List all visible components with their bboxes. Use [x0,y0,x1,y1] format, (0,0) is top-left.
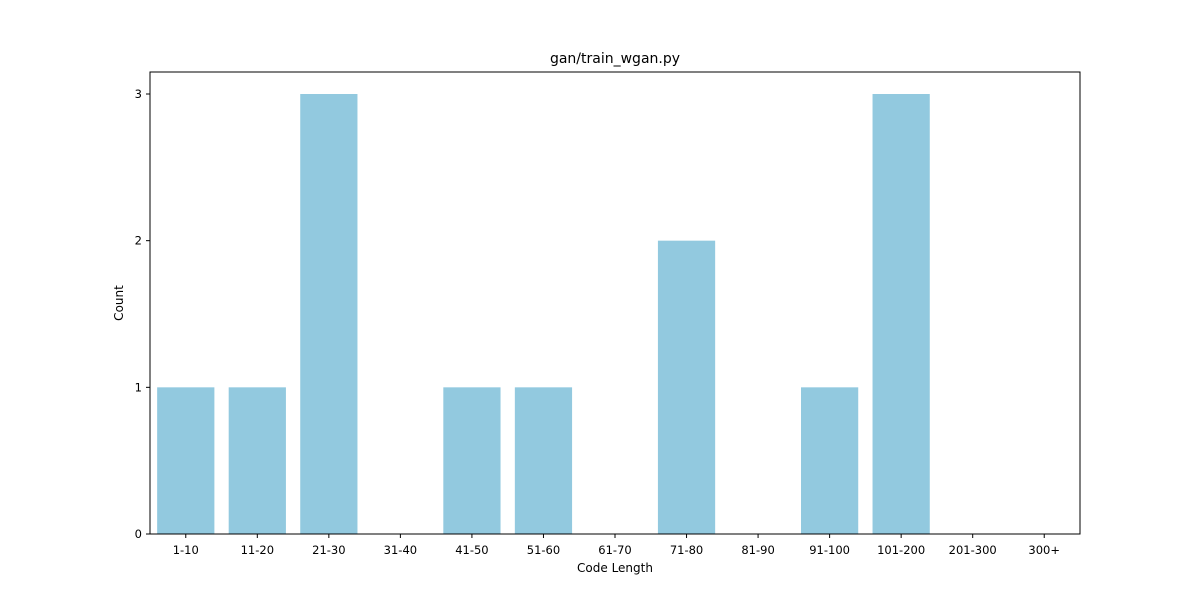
bar-11-20 [228,387,286,534]
y-tick-label: 2 [135,234,142,248]
y-tick-label: 1 [135,380,142,394]
bar-41-50 [443,387,501,534]
bars-layer [157,94,930,534]
x-tick-label: 300+ [1028,543,1060,557]
y-tick-label: 0 [135,527,142,541]
bar-51-60 [514,387,573,534]
x-tick-label: 201-300 [949,543,997,557]
y-axis-label: Count [112,285,126,321]
chart-title: gan/train_wgan.py [550,51,680,67]
x-tick-label: 21-30 [312,543,345,557]
y-axis-ticks: 0 1 2 3 [135,87,150,541]
x-tick-label: 61-70 [598,543,631,557]
x-tick-label: 1-10 [173,543,199,557]
bar-71-80 [657,240,716,534]
x-axis-label: Code Length [577,561,653,575]
plot-frame [149,71,1081,535]
x-tick-label: 71-80 [670,543,703,557]
x-axis-ticks: 1-10 11-20 21-30 31-40 41-50 51-60 61-70 71-80 8… [173,534,1060,557]
x-tick-label: 41-50 [455,543,488,557]
x-tick-label: 101-200 [877,543,925,557]
x-tick-label: 81-90 [741,543,774,557]
y-tick-label: 3 [135,87,142,101]
bar-91-100 [801,387,859,534]
bar-101-200 [872,94,930,534]
x-tick-label: 51-60 [527,543,560,557]
x-tick-label: 91-100 [809,543,850,557]
bar-21-30 [300,94,358,534]
x-tick-label: 11-20 [241,543,274,557]
x-tick-label: 31-40 [384,543,417,557]
bar-1-10 [157,387,215,534]
